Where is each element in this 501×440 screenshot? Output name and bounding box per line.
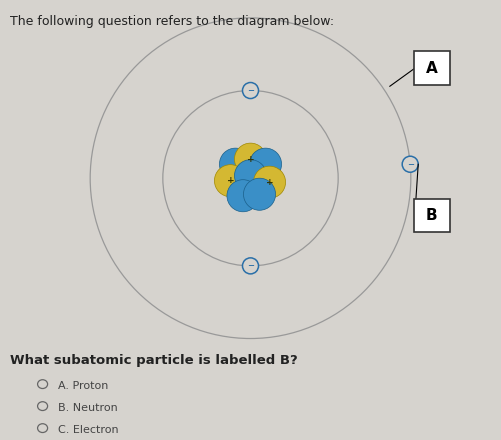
Ellipse shape [249,148,282,180]
Text: −: − [247,261,254,270]
Text: The following question refers to the diagram below:: The following question refers to the dia… [10,15,334,29]
Text: What subatomic particle is labelled B?: What subatomic particle is labelled B? [10,354,298,367]
Ellipse shape [227,180,259,212]
Ellipse shape [243,178,276,210]
Ellipse shape [234,143,267,175]
FancyBboxPatch shape [414,51,450,85]
Text: B: B [426,208,438,223]
Ellipse shape [254,166,286,198]
Text: −: − [247,86,254,95]
Ellipse shape [219,148,252,180]
Text: A. Proton: A. Proton [58,381,108,391]
Text: C. Electron: C. Electron [58,425,118,435]
Text: −: − [407,160,414,169]
Ellipse shape [242,83,259,99]
Text: A: A [426,61,438,76]
Text: +: + [266,178,274,187]
Text: +: + [226,176,234,185]
FancyBboxPatch shape [414,199,450,232]
Ellipse shape [234,160,267,192]
Text: B. Neutron: B. Neutron [58,403,117,413]
Text: +: + [246,155,255,164]
Ellipse shape [214,165,246,197]
Ellipse shape [242,258,259,274]
Ellipse shape [402,156,418,172]
